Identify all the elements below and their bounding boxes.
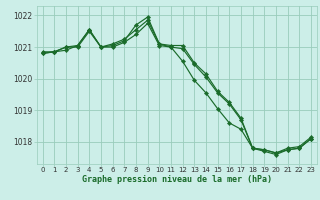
X-axis label: Graphe pression niveau de la mer (hPa): Graphe pression niveau de la mer (hPa) [82,175,272,184]
